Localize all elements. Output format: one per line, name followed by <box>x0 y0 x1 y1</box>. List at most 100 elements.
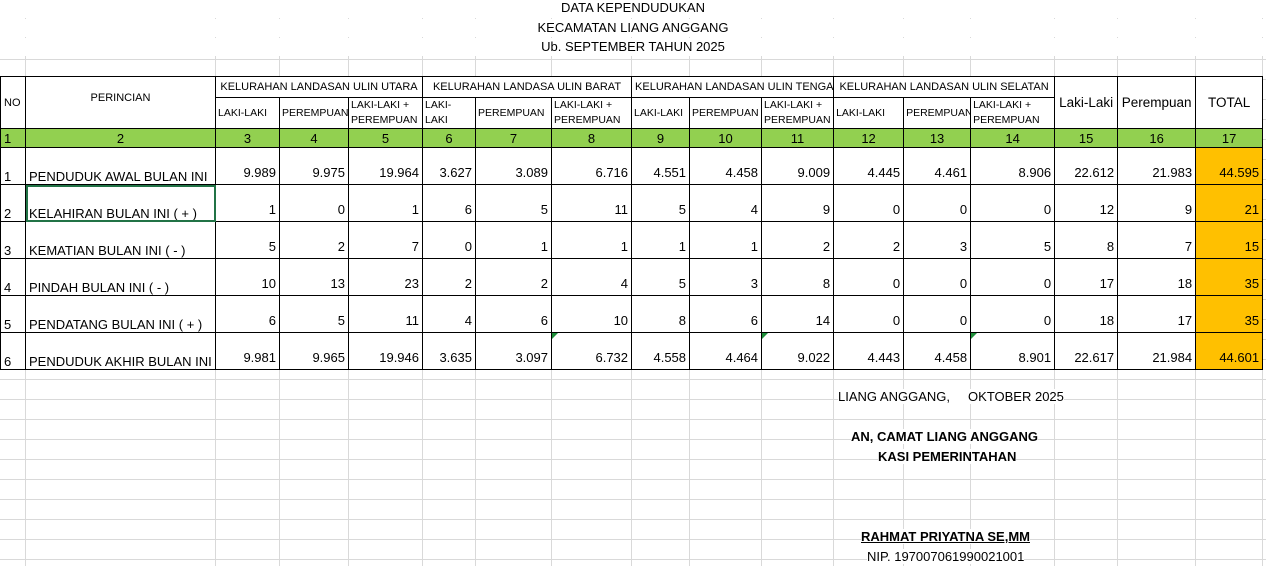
cell-value[interactable]: 0 <box>970 295 1056 333</box>
group-barat[interactable]: KELURAHAN LANDASA ULIN BARAT <box>421 76 633 98</box>
cell-value[interactable]: 19.964 <box>348 147 423 185</box>
cell-value[interactable]: 17 <box>1117 295 1197 333</box>
cell-value[interactable]: 3 <box>689 258 763 296</box>
cell-value[interactable]: 6.732 <box>550 332 633 370</box>
row-label[interactable]: PENDATANG BULAN INI ( + ) <box>25 295 216 333</box>
subheader-laki-laki-perempuan[interactable]: LAKI-LAKI + PEREMPUAN <box>550 97 633 129</box>
column-number[interactable]: 9 <box>631 128 691 148</box>
row-no[interactable]: 6 <box>0 332 26 370</box>
cell-value[interactable]: 3.089 <box>475 147 552 185</box>
column-number[interactable]: 16 <box>1117 128 1197 148</box>
cell-value[interactable]: 0 <box>279 184 349 222</box>
cell-value[interactable]: 9.989 <box>215 147 280 185</box>
cell-value[interactable]: 3.635 <box>422 332 476 370</box>
cell-value[interactable]: 21.984 <box>1117 332 1197 370</box>
column-number[interactable]: 15 <box>1054 128 1119 148</box>
cell-value[interactable]: 8 <box>761 258 835 296</box>
cell-value[interactable]: 0 <box>833 258 905 296</box>
row-no[interactable]: 2 <box>0 184 26 222</box>
cell-value[interactable]: 4.458 <box>903 332 972 370</box>
subheader-laki-laki-perempuan[interactable]: LAKI-LAKI + PEREMPUAN <box>761 97 835 129</box>
cell-value[interactable]: 10 <box>215 258 280 296</box>
cell-value[interactable]: 3.097 <box>475 332 552 370</box>
column-number[interactable]: 10 <box>689 128 763 148</box>
cell-value[interactable]: 0 <box>422 221 476 259</box>
subheader-laki-laki-perempuan[interactable]: LAKI-LAKI + PEREMPUAN <box>348 97 423 129</box>
subheader-laki-laki[interactable]: LAKI-LAKI <box>631 97 691 129</box>
cell-value[interactable]: 9 <box>761 184 835 222</box>
cell-value[interactable]: 4.558 <box>631 332 691 370</box>
column-number[interactable]: 4 <box>279 128 349 148</box>
cell-value[interactable]: 10 <box>550 295 633 333</box>
subheader-laki-laki[interactable]: LAKI-LAKI <box>833 97 905 129</box>
cell-value[interactable]: 0 <box>903 258 972 296</box>
header-perempuan[interactable]: Perempuan <box>1117 76 1197 129</box>
cell-value[interactable]: 0 <box>833 295 905 333</box>
column-number[interactable]: 14 <box>970 128 1056 148</box>
cell-value[interactable]: 1 <box>475 221 552 259</box>
cell-value[interactable]: 6 <box>689 295 763 333</box>
cell-value[interactable]: 4 <box>550 258 633 296</box>
cell-value[interactable]: 23 <box>348 258 423 296</box>
cell-value[interactable]: 8 <box>1054 221 1119 259</box>
cell-value[interactable]: 1 <box>348 184 423 222</box>
cell-value[interactable]: 44.595 <box>1195 147 1264 185</box>
cell-value[interactable]: 5 <box>279 295 349 333</box>
cell-value[interactable]: 11 <box>348 295 423 333</box>
cell-value[interactable]: 5 <box>215 221 280 259</box>
cell-value[interactable]: 6 <box>475 295 552 333</box>
row-label[interactable]: KEMATIAN BULAN INI ( - ) <box>25 221 216 259</box>
column-number[interactable]: 7 <box>475 128 552 148</box>
row-no[interactable]: 1 <box>0 147 26 185</box>
row-label[interactable]: PENDUDUK AKHIR BULAN INI <box>25 332 216 370</box>
column-number[interactable]: 11 <box>761 128 835 148</box>
cell-value[interactable]: 2 <box>475 258 552 296</box>
subheader-perempuan[interactable]: PEREMPUAN <box>689 97 763 129</box>
cell-value[interactable]: 8.901 <box>970 332 1056 370</box>
cell-value[interactable]: 7 <box>1117 221 1197 259</box>
cell-value[interactable]: 18 <box>1054 295 1119 333</box>
subheader-laki-laki[interactable]: LAKI-LAKI <box>215 97 280 129</box>
column-number[interactable]: 17 <box>1195 128 1264 148</box>
row-no[interactable]: 5 <box>0 295 26 333</box>
cell-value[interactable]: 0 <box>833 184 905 222</box>
cell-value[interactable]: 6 <box>422 184 476 222</box>
cell-value[interactable]: 5 <box>970 221 1056 259</box>
column-number[interactable]: 5 <box>348 128 423 148</box>
cell-value[interactable]: 9.022 <box>761 332 835 370</box>
header-total[interactable]: TOTAL <box>1195 76 1264 129</box>
cell-value[interactable]: 6 <box>215 295 280 333</box>
cell-value[interactable]: 35 <box>1195 295 1264 333</box>
cell-value[interactable]: 1 <box>689 221 763 259</box>
column-number[interactable]: 12 <box>833 128 905 148</box>
cell-value[interactable]: 2 <box>833 221 905 259</box>
cell-value[interactable]: 0 <box>970 184 1056 222</box>
cell-value[interactable]: 21 <box>1195 184 1264 222</box>
cell-value[interactable]: 4.551 <box>631 147 691 185</box>
column-number[interactable]: 6 <box>422 128 476 148</box>
cell-value[interactable]: 17 <box>1054 258 1119 296</box>
cell-value[interactable]: 18 <box>1117 258 1197 296</box>
cell-value[interactable]: 0 <box>970 258 1056 296</box>
column-number[interactable]: 13 <box>903 128 972 148</box>
row-no[interactable]: 4 <box>0 258 26 296</box>
cell-value[interactable]: 0 <box>903 184 972 222</box>
cell-value[interactable]: 4.458 <box>689 147 763 185</box>
cell-value[interactable]: 1 <box>631 221 691 259</box>
cell-value[interactable]: 14 <box>761 295 835 333</box>
cell-value[interactable]: 4.445 <box>833 147 905 185</box>
cell-value[interactable]: 13 <box>279 258 349 296</box>
row-label[interactable]: PINDAH BULAN INI ( - ) <box>25 258 216 296</box>
cell-value[interactable]: 15 <box>1195 221 1264 259</box>
cell-value[interactable]: 3 <box>903 221 972 259</box>
subheader-perempuan[interactable]: PEREMPUAN <box>279 97 349 129</box>
cell-value[interactable]: 9 <box>1117 184 1197 222</box>
cell-value[interactable]: 1 <box>550 221 633 259</box>
group-utara[interactable]: KELURAHAN LANDASAN ULIN UTARA <box>215 76 423 98</box>
cell-value[interactable]: 11 <box>550 184 633 222</box>
cell-value[interactable]: 2 <box>279 221 349 259</box>
subheader-perempuan[interactable]: PEREMPUAN <box>903 97 972 129</box>
cell-value[interactable]: 5 <box>631 258 691 296</box>
cell-value[interactable]: 9.981 <box>215 332 280 370</box>
cell-value[interactable]: 2 <box>761 221 835 259</box>
